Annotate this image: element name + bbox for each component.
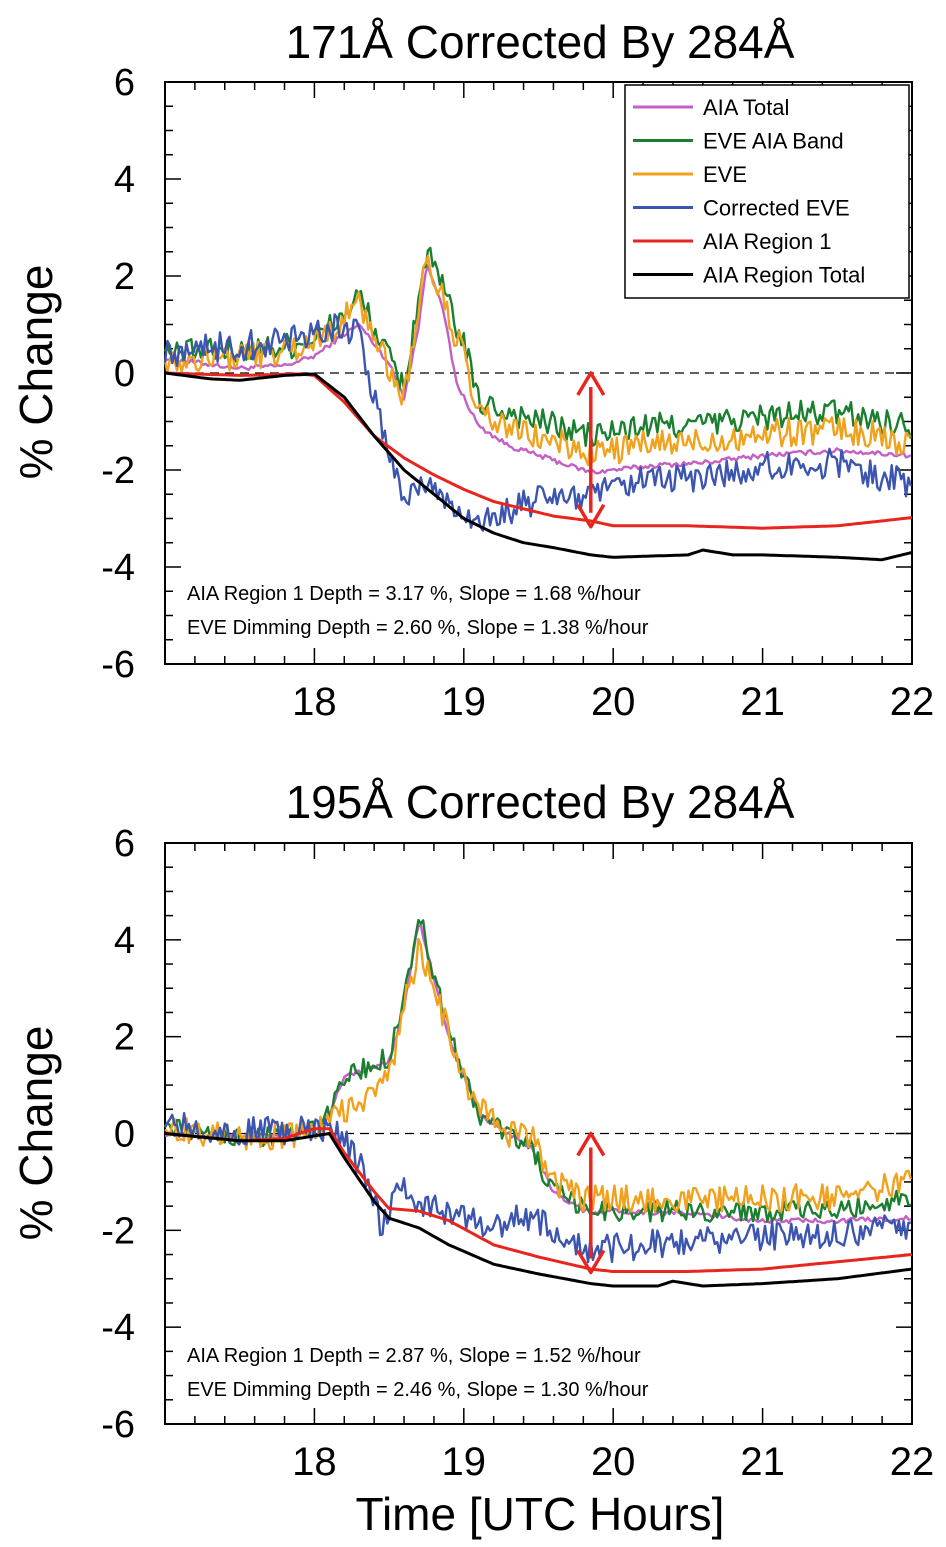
annotation-aia-region-depth: AIA Region 1 Depth = 3.17 %, Slope = 1.6… <box>187 583 641 605</box>
series-line-aia-region-total <box>164 1132 913 1288</box>
legend-label: Corrected EVE <box>703 196 850 221</box>
legend-label: AIA Total <box>703 95 789 120</box>
chart-panel-195: 195Å Corrected By 284Å % Change 6420-2-4… <box>10 776 934 1484</box>
y-tick-label: 0 <box>114 353 135 395</box>
series-group <box>163 246 913 562</box>
chart-title: 195Å Corrected By 284Å <box>286 776 795 828</box>
y-tick-label: 0 <box>114 1114 135 1156</box>
y-tick-label: -4 <box>101 1307 135 1349</box>
series-line-corrected-eve <box>163 313 912 532</box>
depth-arrow-head-bottom <box>576 503 606 529</box>
annotation-aia-region-depth: AIA Region 1 Depth = 2.87 %, Slope = 1.5… <box>187 1345 641 1367</box>
series-line-aia-region-1 <box>164 1127 913 1273</box>
x-tick-label: 21 <box>740 1440 785 1484</box>
depth-arrow-head-top <box>576 371 606 396</box>
y-tick-label: 4 <box>114 159 135 201</box>
y-axis-label: % Change <box>10 265 62 480</box>
series-line-aia-region-total <box>164 371 913 562</box>
legend: AIA Total EVE AIA Band EVE Corrected EVE AIA… <box>624 84 910 299</box>
series-line-aia-total <box>164 264 912 475</box>
x-tick-label: 18 <box>292 680 337 724</box>
y-tick-label: 2 <box>114 256 135 298</box>
x-tick-label: 19 <box>442 680 487 724</box>
legend-label: EVE <box>703 162 747 187</box>
y-tick-label: 6 <box>114 62 135 104</box>
x-tick-label: 20 <box>591 1440 636 1484</box>
series-line-eve-aia-band <box>164 918 911 1223</box>
x-tick-label: 21 <box>740 680 785 724</box>
x-tick-label: 22 <box>890 680 935 724</box>
depth-arrow-head-top <box>576 1131 606 1157</box>
chart-title: 171Å Corrected By 284Å <box>286 16 795 68</box>
legend-label: AIA Region Total <box>703 263 865 288</box>
depth-arrow-head-bottom <box>576 1249 606 1275</box>
x-tick-label: 19 <box>442 1440 487 1484</box>
y-tick-label: -6 <box>101 644 135 686</box>
y-tick-label: -4 <box>101 547 135 589</box>
y-tick-label: -6 <box>101 1404 135 1446</box>
series-line-eve <box>164 937 912 1214</box>
y-tick-label: 6 <box>114 823 135 865</box>
y-tick-label: -2 <box>101 450 135 492</box>
y-tick-label: 4 <box>114 920 135 962</box>
series-group <box>163 918 913 1288</box>
x-tick-label: 22 <box>890 1440 935 1484</box>
annotation-eve-dimming-depth: EVE Dimming Depth = 2.60 %, Slope = 1.38… <box>187 617 649 639</box>
legend-label: EVE AIA Band <box>703 129 844 154</box>
annotation-eve-dimming-depth: EVE Dimming Depth = 2.46 %, Slope = 1.30… <box>187 1379 649 1401</box>
y-axis-label: % Change <box>10 1026 62 1241</box>
chart-panel-171: 171Å Corrected By 284Å % Change 6420-2-4… <box>10 16 934 724</box>
y-tick-label: 2 <box>114 1017 135 1059</box>
legend-box <box>624 84 910 299</box>
x-tick-label: 18 <box>292 1440 337 1484</box>
x-axis-label: Time [UTC Hours] <box>356 1488 725 1540</box>
x-tick-label: 20 <box>591 680 636 724</box>
y-tick-label: -2 <box>101 1210 135 1252</box>
legend-label: AIA Region 1 <box>703 229 831 254</box>
series-line-aia-total <box>164 923 911 1225</box>
